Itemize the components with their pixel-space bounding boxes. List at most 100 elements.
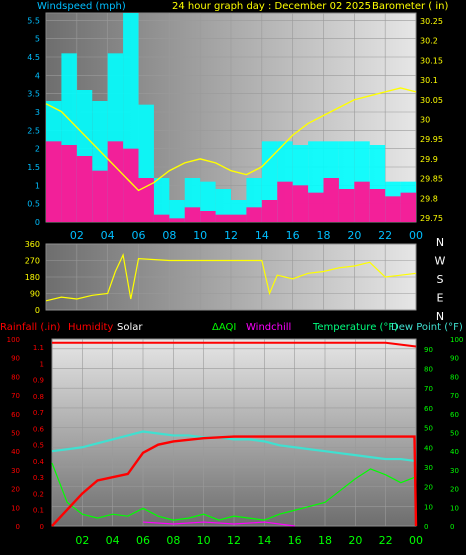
compass-label: N <box>436 310 444 323</box>
windspeed-bar <box>76 156 93 222</box>
windspeed-y-axis: 0 0.5 1 1.5 2 2.5 3 3.5 4 4.5 5 5.5 <box>27 16 40 227</box>
barometer-axis-title: Barometer ( in) <box>372 1 448 12</box>
direction-tick-label: 0 <box>35 306 40 315</box>
humidity-tick-label: 20 <box>11 486 20 494</box>
x-tick-label: 12 <box>224 229 238 242</box>
humidity-right-tick-label: 50 <box>450 430 459 438</box>
windspeed-bar <box>400 192 416 222</box>
rainfall-tick-label: 0.8 <box>33 393 44 401</box>
x-tick-label: 16 <box>288 534 302 547</box>
legend-rainfall: Rainfall (.in) <box>0 322 61 333</box>
humidity-tick-label: 50 <box>11 430 20 438</box>
x-tick-label: 00 <box>409 534 423 547</box>
temperature-y-axis: 0 10 20 30 40 50 60 70 80 90 0 10 20 30 40 50 60 70 80 90 10… <box>424 336 463 531</box>
rainfall-tick-label: 0.1 <box>33 507 44 515</box>
humidity-right-tick-label: 90 <box>450 355 459 363</box>
x-tick-label: 14 <box>257 534 271 547</box>
barometer-tick-label: 30.2 <box>420 37 438 46</box>
direction-panel-series <box>45 253 417 302</box>
humidity-right-tick-label: 20 <box>450 486 459 494</box>
x-tick-label: 00 <box>409 229 423 242</box>
gust-bar <box>169 200 185 222</box>
barometer-tick-label: 30.1 <box>420 76 438 85</box>
rainfall-tick-label: 0.2 <box>33 490 44 498</box>
time-x-axis-bottom: 02 04 06 08 10 12 14 16 18 20 22 00 <box>75 534 423 547</box>
windspeed-tick-label: 4.5 <box>27 53 40 62</box>
rainfall-tick-label: 1.1 <box>33 344 44 352</box>
temperature-tick-label: 40 <box>424 444 433 452</box>
temperature-line <box>51 462 417 521</box>
direction-tick-label: 180 <box>25 273 40 282</box>
temperature-tick-label: 70 <box>424 385 433 393</box>
windchill-line <box>142 521 295 527</box>
barometer-y-axis: 29.75 29.8 29.85 29.9 29.95 30 30.05 30.1 30.15 3… <box>420 17 443 223</box>
windspeed-tick-label: 0.5 <box>27 200 40 209</box>
windspeed-tick-label: 0 <box>35 218 40 227</box>
windspeed-bar <box>215 214 231 222</box>
time-x-axis-top: 02 04 06 08 10 12 14 16 18 20 22 00 <box>70 229 423 242</box>
temperature-tick-label: 0 <box>424 523 428 531</box>
windspeed-tick-label: 5.5 <box>27 16 40 25</box>
windspeed-bar <box>323 178 339 222</box>
direction-line <box>45 253 417 302</box>
barometer-tick-label: 30.15 <box>420 56 443 65</box>
x-tick-label: 14 <box>255 229 269 242</box>
x-tick-label: 12 <box>227 534 241 547</box>
barometer-tick-label: 29.8 <box>420 194 438 203</box>
windspeed-bar <box>308 192 324 222</box>
compass-label: N <box>436 236 444 249</box>
windspeed-tick-label: 2.5 <box>27 126 40 135</box>
x-tick-label: 16 <box>286 229 300 242</box>
temperature-panel-grid <box>52 339 417 527</box>
x-tick-label: 04 <box>106 534 120 547</box>
windspeed-bar <box>61 145 77 222</box>
x-tick-label: 08 <box>166 534 180 547</box>
windspeed-bar <box>107 141 124 222</box>
rainfall-tick-label: 0.3 <box>33 474 44 482</box>
rainfall-tick-label: 0.6 <box>33 425 45 433</box>
x-tick-label: 06 <box>136 534 150 547</box>
humidity-right-tick-label: 60 <box>450 411 459 419</box>
windspeed-tick-label: 5 <box>35 35 40 44</box>
rainfall-tick-label: 1 <box>40 360 44 368</box>
humidity-tick-label: 40 <box>11 448 20 456</box>
windspeed-bar <box>338 189 355 222</box>
x-tick-label: 08 <box>162 229 176 242</box>
humidity-right-tick-label: 30 <box>450 467 459 475</box>
barometer-tick-label: 29.85 <box>420 175 443 184</box>
legend-windchill: Windchill <box>246 322 291 333</box>
x-tick-label: 10 <box>197 534 211 547</box>
humidity-right-tick-label: 40 <box>450 448 459 456</box>
windspeed-bar <box>261 200 278 222</box>
compass-label: W <box>435 255 446 268</box>
rainfall-tick-label: 0.9 <box>33 377 44 385</box>
x-tick-label: 04 <box>101 229 115 242</box>
windspeed-bar <box>123 148 139 222</box>
rainfall-tick-label: 0 <box>40 523 44 531</box>
legend-humidity: Humidity <box>68 322 113 333</box>
barometer-line <box>45 87 417 192</box>
humidity-right-tick-label: 10 <box>450 504 459 512</box>
legend-temperature: Temperature (°F) <box>312 322 398 333</box>
windspeed-tick-label: 1 <box>35 181 40 190</box>
windspeed-bar <box>153 214 170 222</box>
humidity-tick-label: 80 <box>11 373 20 381</box>
windspeed-bar <box>184 207 201 222</box>
windspeed-bar <box>169 218 185 222</box>
dewpoint-line <box>51 430 417 463</box>
compass-label: E <box>437 292 444 305</box>
humidity-right-tick-label: 80 <box>450 373 459 381</box>
humidity-tick-label: 100 <box>7 336 20 344</box>
temperature-tick-label: 20 <box>424 484 433 492</box>
x-tick-label: 20 <box>347 229 361 242</box>
barometer-tick-label: 29.75 <box>420 214 443 223</box>
x-tick-label: 18 <box>318 534 332 547</box>
temperature-panel-series <box>51 341 418 527</box>
barometer-tick-label: 29.9 <box>420 155 438 164</box>
x-tick-label: 22 <box>378 229 392 242</box>
humidity-tick-label: 0 <box>16 523 20 531</box>
gust-bar <box>215 189 231 222</box>
temperature-tick-label: 50 <box>424 425 433 433</box>
